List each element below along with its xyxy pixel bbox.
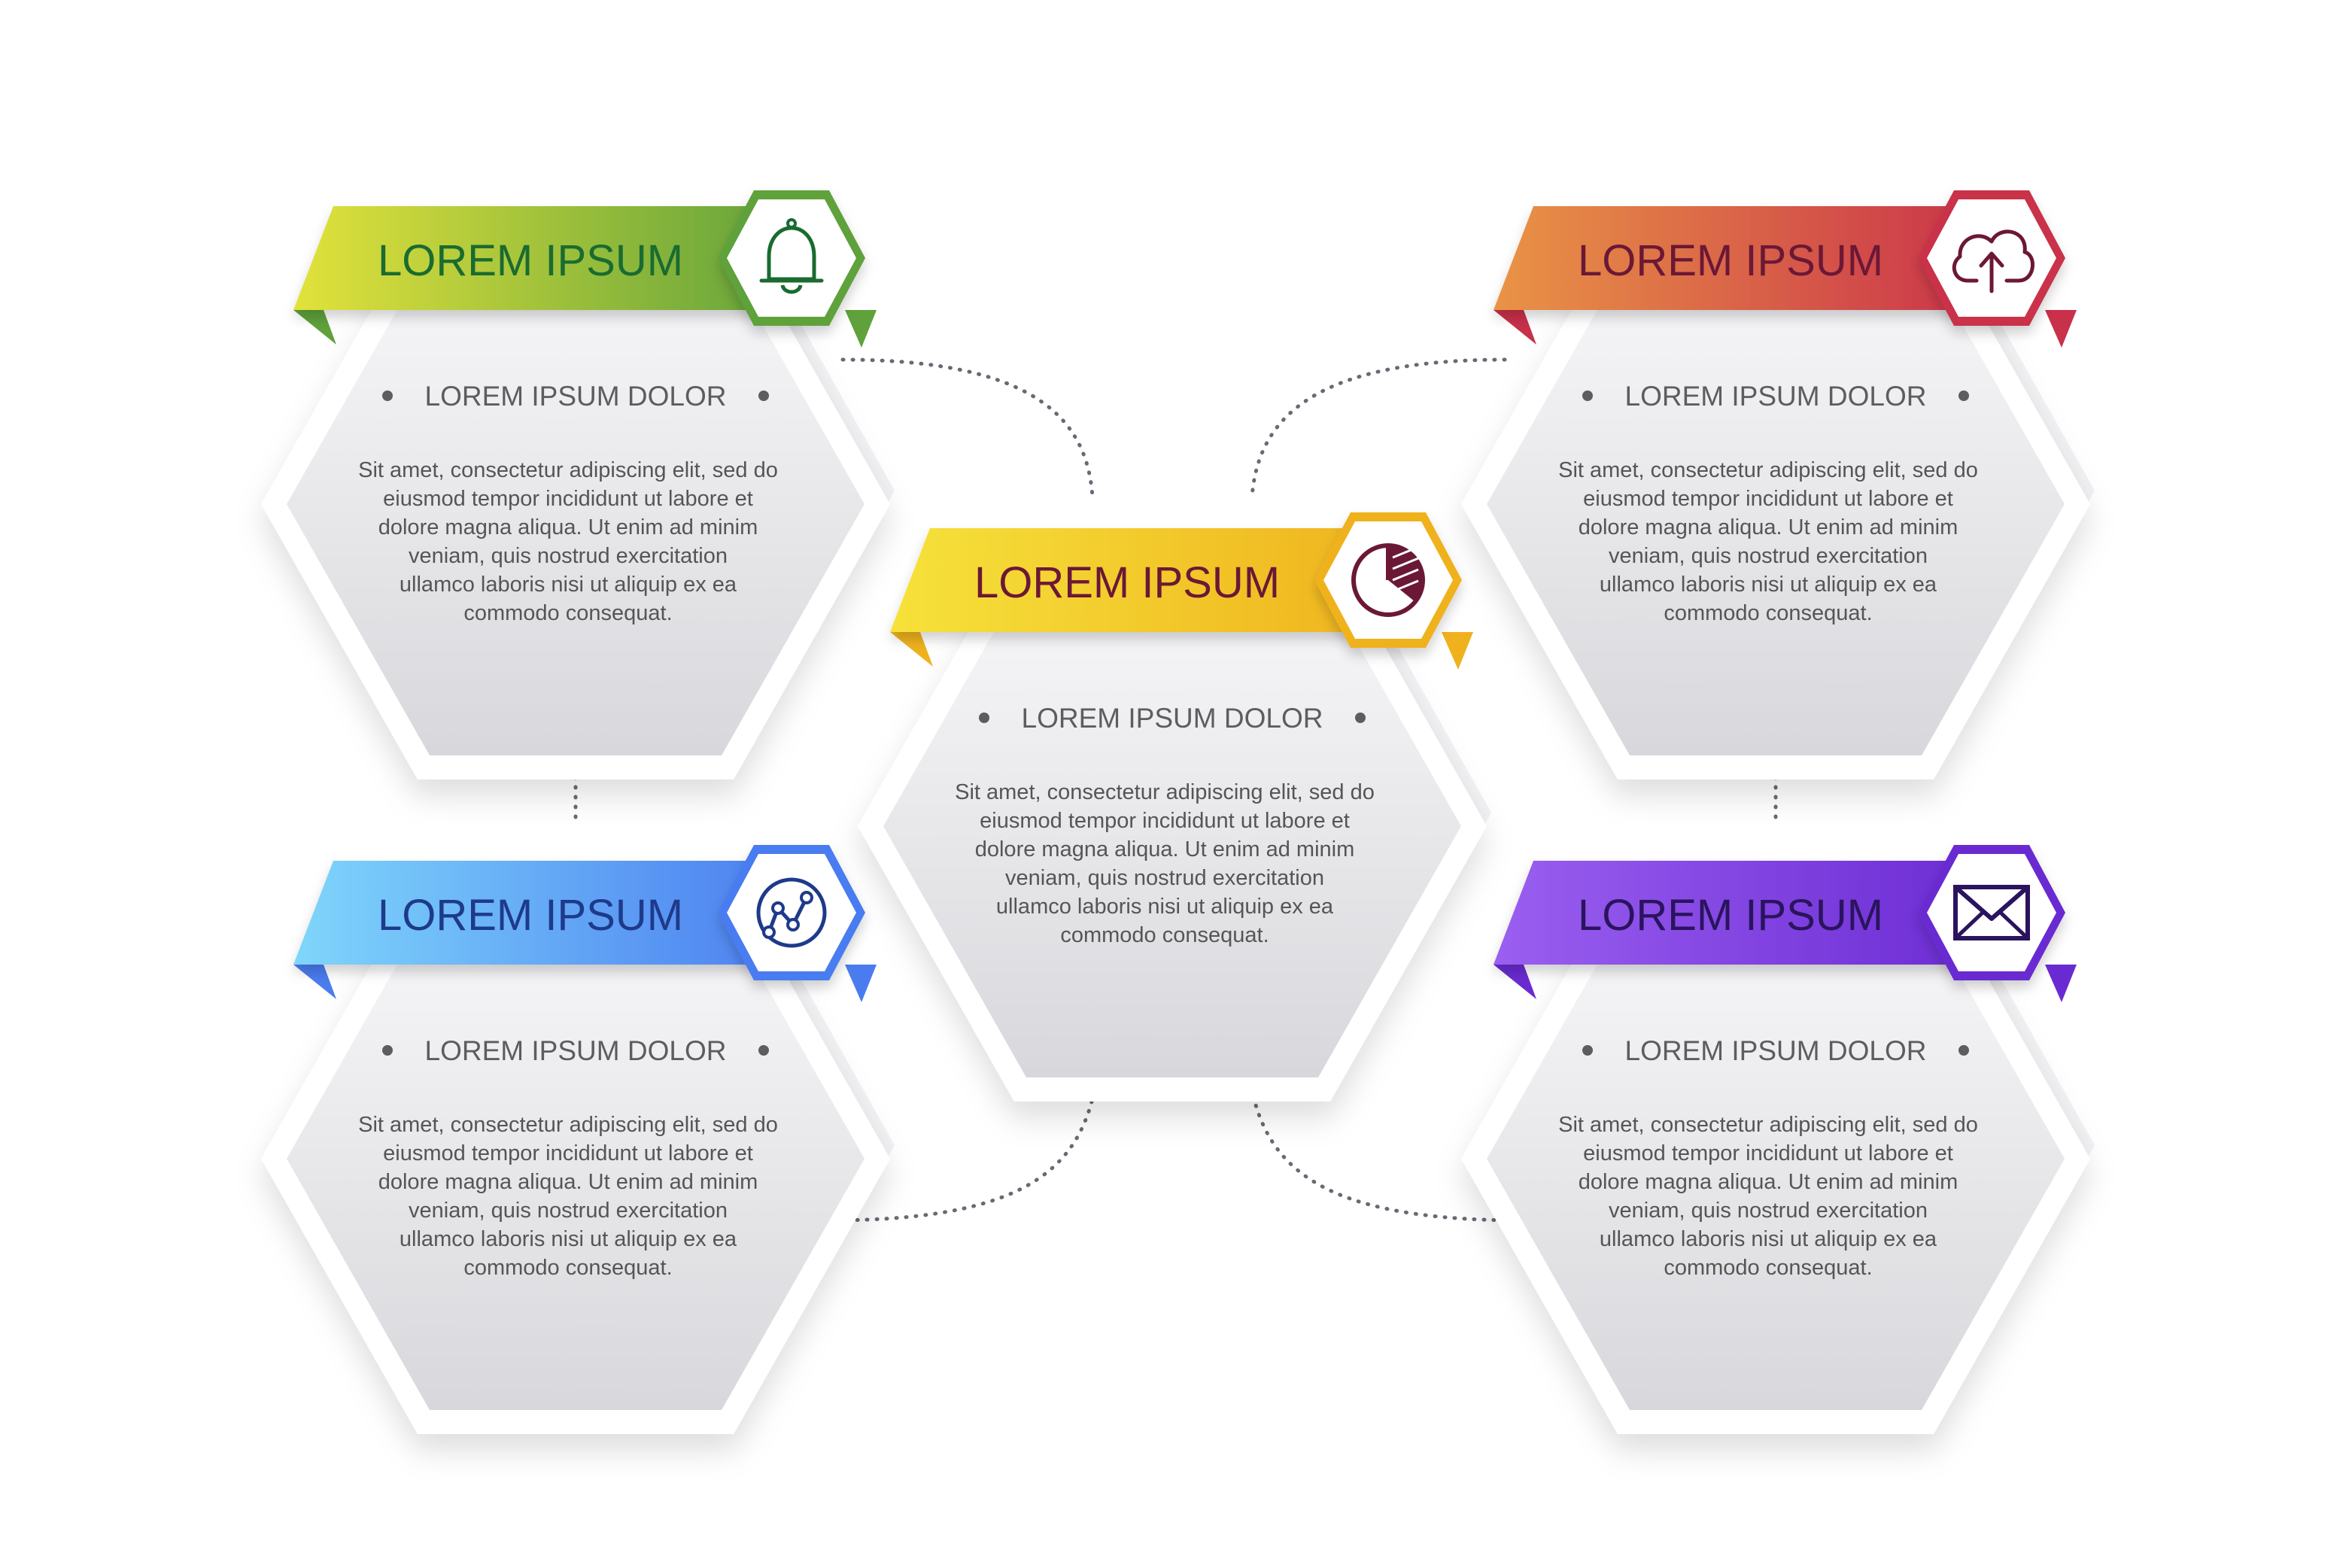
card-body-line: commodo consequat. bbox=[463, 1256, 672, 1280]
bullet-right bbox=[1958, 1045, 1969, 1056]
bullet-right bbox=[1958, 390, 1969, 401]
banner-fold-left bbox=[293, 310, 336, 345]
hexagon-panel bbox=[287, 907, 865, 1410]
cloud-upload-icon bbox=[1952, 229, 2034, 293]
icon-badge bbox=[727, 199, 856, 317]
card-body-line: ullamco laboris nisi ut aliquip ex ea bbox=[400, 1227, 737, 1251]
card-title: LOREM IPSUM bbox=[378, 891, 683, 940]
card-body-line: veniam, quis nostrud exercitation bbox=[409, 544, 728, 568]
banner-fold-right bbox=[845, 310, 877, 348]
bell-icon bbox=[759, 218, 824, 294]
card-body-line: eiusmod tempor incididunt ut labore et bbox=[383, 1141, 753, 1165]
chart-circle-icon bbox=[756, 877, 827, 948]
title-banner bbox=[1494, 206, 2001, 310]
card-title: LOREM IPSUM bbox=[1578, 236, 1883, 285]
card-body-line: dolore magna aliqua. Ut enim ad minim bbox=[378, 1170, 758, 1194]
card-body-line: Sit amet, consectetur adipiscing elit, s… bbox=[358, 1113, 778, 1137]
bullet-right bbox=[758, 1045, 769, 1056]
bullet-left bbox=[1582, 1045, 1593, 1056]
connector-bottom-left bbox=[825, 1040, 1102, 1223]
card-body-line: veniam, quis nostrud exercitation bbox=[409, 1199, 728, 1223]
card-body-line: dolore magna aliqua. Ut enim ad minim bbox=[378, 515, 758, 539]
card-top-right: LOREM IPSUM LOREM IPSUM DOLOR Sit amet, co… bbox=[1461, 190, 2095, 779]
card-body-line: eiusmod tempor incididunt ut labore et bbox=[1583, 487, 1953, 511]
card-subtitle: LOREM IPSUM DOLOR bbox=[1625, 381, 1927, 412]
banner-fold-left bbox=[293, 965, 336, 999]
card-body-line: commodo consequat. bbox=[1060, 923, 1269, 947]
card-body-line: dolore magna aliqua. Ut enim ad minim bbox=[975, 837, 1355, 861]
icon-badge bbox=[727, 854, 856, 971]
card-title: LOREM IPSUM bbox=[378, 236, 683, 285]
title-banner bbox=[293, 861, 801, 965]
card-body-line: commodo consequat. bbox=[463, 601, 672, 625]
card-body-line: Sit amet, consectetur adipiscing elit, s… bbox=[358, 458, 778, 482]
card-body-line: veniam, quis nostrud exercitation bbox=[1609, 544, 1928, 568]
hexagon-panel bbox=[883, 575, 1461, 1077]
card-subtitle: LOREM IPSUM DOLOR bbox=[425, 1035, 727, 1066]
hexagon-panel bbox=[1487, 253, 2065, 755]
hexagon-panel bbox=[287, 253, 865, 755]
card-body-line: ullamco laboris nisi ut aliquip ex ea bbox=[1600, 1227, 1937, 1251]
banner-fold-right bbox=[2045, 310, 2077, 348]
mail-icon bbox=[1953, 885, 2030, 940]
banner-fold-right bbox=[845, 965, 877, 1002]
banner-fold-right bbox=[1442, 632, 1473, 670]
connector-top-right bbox=[1250, 357, 1507, 499]
card-title: LOREM IPSUM bbox=[1578, 891, 1883, 940]
card-bottom-right: LOREM IPSUM LOREM IPSUM DOLOR Sit amet, co… bbox=[1461, 845, 2095, 1434]
card-body-line: eiusmod tempor incididunt ut labore et bbox=[980, 809, 1350, 833]
card-title: LOREM IPSUM bbox=[974, 558, 1280, 607]
card-subtitle: LOREM IPSUM DOLOR bbox=[425, 381, 727, 412]
banner-fold-left bbox=[1494, 310, 1536, 345]
bullet-left bbox=[382, 1045, 393, 1056]
card-subtitle: LOREM IPSUM DOLOR bbox=[1022, 703, 1323, 734]
card-body-line: dolore magna aliqua. Ut enim ad minim bbox=[1579, 515, 1958, 539]
card-center: LOREM IPSUM LOREM IPSUM DOLOR Sit amet, co… bbox=[858, 512, 1491, 1102]
card-top-left: LOREM IPSUM LOREM IPSUM DOLOR Sit amet, co… bbox=[261, 190, 895, 779]
card-body-line: ullamco laboris nisi ut aliquip ex ea bbox=[996, 895, 1334, 919]
bullet-left bbox=[1582, 390, 1593, 401]
hexagon-panel bbox=[1487, 907, 2065, 1410]
card-body-line: ullamco laboris nisi ut aliquip ex ea bbox=[1600, 573, 1937, 597]
title-banner bbox=[890, 528, 1398, 632]
banner-fold-left bbox=[890, 632, 933, 667]
card-bottom-left: LOREM IPSUM LOREM IPSUM DOLOR Sit amet, co… bbox=[261, 845, 895, 1434]
card-body-line: eiusmod tempor incididunt ut labore et bbox=[1583, 1141, 1953, 1165]
title-banner bbox=[1494, 861, 2001, 965]
card-body-line: Sit amet, consectetur adipiscing elit, s… bbox=[1558, 458, 1978, 482]
card-body-line: veniam, quis nostrud exercitation bbox=[1005, 866, 1324, 890]
title-banner bbox=[293, 206, 801, 310]
card-body-line: Sit amet, consectetur adipiscing elit, s… bbox=[1558, 1113, 1978, 1137]
card-body-line: veniam, quis nostrud exercitation bbox=[1609, 1199, 1928, 1223]
card-body-line: eiusmod tempor incididunt ut labore et bbox=[383, 487, 753, 511]
bullet-right bbox=[1355, 713, 1366, 723]
bullet-right bbox=[758, 390, 769, 401]
card-body-line: ullamco laboris nisi ut aliquip ex ea bbox=[400, 573, 737, 597]
card-body-line: dolore magna aliqua. Ut enim ad minim bbox=[1579, 1170, 1958, 1194]
bullet-left bbox=[979, 713, 989, 723]
card-body-line: Sit amet, consectetur adipiscing elit, s… bbox=[955, 780, 1375, 804]
banner-fold-left bbox=[1494, 965, 1536, 999]
bullet-left bbox=[382, 390, 393, 401]
pie-chart-icon bbox=[1351, 543, 1425, 617]
card-subtitle: LOREM IPSUM DOLOR bbox=[1625, 1035, 1927, 1066]
banner-fold-right bbox=[2045, 965, 2077, 1002]
icon-badge bbox=[1927, 854, 2056, 971]
card-body-line: commodo consequat. bbox=[1664, 1256, 1872, 1280]
card-body-line: commodo consequat. bbox=[1664, 601, 1872, 625]
